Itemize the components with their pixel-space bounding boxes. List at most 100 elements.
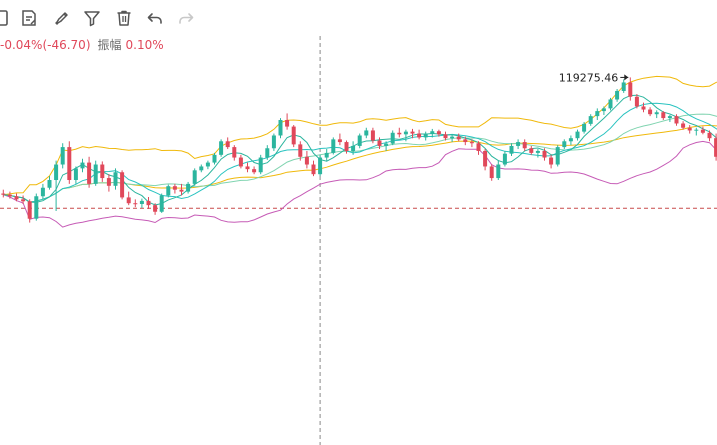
candle-body: [522, 142, 527, 149]
candle-body: [555, 147, 560, 165]
candle-body: [410, 131, 415, 134]
candle-body: [7, 194, 12, 197]
candle-body: [271, 135, 276, 149]
candle-body: [337, 139, 342, 143]
candle: [357, 133, 362, 149]
candle-body: [641, 106, 646, 110]
candle: [7, 191, 12, 199]
candle: [595, 108, 600, 120]
candle: [469, 139, 474, 148]
candle: [694, 127, 699, 136]
candle: [568, 135, 573, 146]
ma5-line: [3, 94, 717, 206]
candle: [67, 141, 72, 184]
candle-body: [496, 164, 501, 179]
brush-icon[interactable]: [50, 7, 72, 29]
high-price-label: 119275.46: [559, 71, 619, 84]
candle: [661, 111, 666, 120]
candle-body: [73, 168, 78, 180]
candle-body: [601, 108, 606, 112]
candle-body: [621, 82, 626, 91]
candle-body: [430, 131, 435, 134]
candle: [476, 141, 481, 155]
candle-body: [654, 112, 659, 115]
boll-mid-line: [3, 113, 717, 203]
candle-body: [687, 127, 692, 131]
candle: [205, 160, 210, 170]
candle-body: [166, 186, 171, 196]
undo-icon[interactable]: [144, 7, 166, 29]
candle-body: [133, 203, 138, 205]
candle-body: [377, 140, 382, 146]
candle: [298, 141, 303, 161]
candle: [285, 113, 290, 130]
candle: [225, 137, 230, 150]
candle: [278, 118, 283, 139]
candle-body: [489, 166, 494, 179]
candle-body: [608, 99, 613, 109]
candle-body: [291, 126, 296, 145]
candle-body: [595, 111, 600, 117]
candle-body: [278, 120, 283, 136]
candle: [582, 121, 587, 134]
candle: [133, 199, 138, 208]
candle: [687, 125, 692, 134]
candle-body: [707, 132, 712, 139]
candle: [80, 158, 85, 173]
candle: [714, 133, 717, 161]
candle-body: [159, 195, 164, 212]
candle-body: [397, 132, 402, 135]
candle: [192, 168, 197, 186]
candle: [186, 181, 191, 194]
candle-body: [516, 142, 521, 146]
candle-body: [225, 141, 230, 148]
candle: [126, 191, 131, 206]
candle: [252, 166, 257, 175]
candle-body: [568, 138, 573, 142]
candle: [153, 203, 158, 215]
candle-body: [100, 164, 105, 179]
candle-body: [463, 139, 468, 143]
price-change: -0.04%(-46.70): [0, 38, 91, 52]
candle: [384, 141, 389, 151]
candle-body: [509, 145, 514, 154]
candle: [674, 114, 679, 126]
candle-body: [357, 135, 362, 146]
candle: [588, 114, 593, 126]
candle: [100, 161, 105, 182]
candle-body: [205, 162, 210, 167]
candle-body: [423, 133, 428, 138]
candle: [529, 145, 534, 155]
candle: [199, 164, 204, 173]
candle: [139, 198, 144, 208]
candle-body: [318, 157, 323, 175]
candle-body: [87, 162, 92, 184]
candle: [337, 133, 342, 146]
candle: [370, 127, 375, 144]
candle-body: [582, 123, 587, 132]
note-edit-icon[interactable]: [18, 7, 40, 29]
candle-body: [40, 187, 45, 197]
candle: [667, 114, 672, 122]
candle-body: [351, 145, 356, 151]
candle-body: [456, 136, 461, 140]
candle-body: [146, 200, 151, 206]
draw-rect-icon[interactable]: [0, 7, 11, 29]
candle-body: [542, 150, 547, 158]
candle-body: [60, 147, 65, 165]
candle: [106, 174, 111, 192]
candle-body: [238, 157, 243, 167]
candle: [463, 136, 468, 146]
candle: [271, 133, 276, 151]
candle: [304, 150, 309, 169]
candle: [483, 149, 488, 171]
candle-body: [615, 90, 620, 100]
candle: [436, 129, 441, 137]
candle: [1, 189, 6, 198]
candle: [641, 102, 646, 113]
candle-body: [390, 132, 395, 144]
candle-body: [80, 162, 85, 169]
trash-icon[interactable]: [113, 7, 135, 29]
filter-icon[interactable]: [81, 7, 103, 29]
